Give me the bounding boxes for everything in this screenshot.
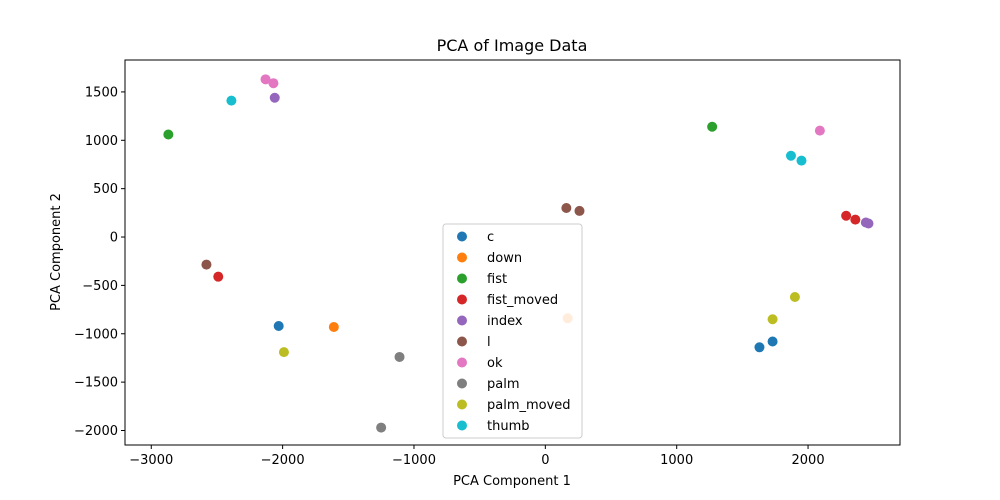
- legend-label-fist: fist: [487, 272, 507, 287]
- legend-label-ok: ok: [487, 356, 503, 371]
- y-tick-label: −1500: [74, 376, 118, 391]
- x-tick-label: 0: [541, 453, 549, 468]
- point-ok-3: [814, 125, 825, 136]
- point-palm-moved-1: [278, 347, 289, 358]
- legend-marker-index: [457, 315, 467, 326]
- point-palm-2: [376, 422, 387, 433]
- legend-label-l: l: [487, 335, 491, 350]
- x-tick-label: 2000: [792, 453, 825, 468]
- point-thumb-1: [226, 95, 237, 106]
- point-palm-moved-2: [767, 314, 778, 325]
- y-tick-label: −2000: [74, 424, 118, 439]
- legend-label-fist-moved: fist_moved: [487, 293, 558, 308]
- point-fist-2: [707, 121, 718, 132]
- legend-marker-l: [457, 336, 467, 347]
- y-tick-label: 1000: [85, 134, 118, 149]
- x-tick-label: −2000: [261, 453, 305, 468]
- point-palm-1: [394, 351, 405, 362]
- point-l-2: [561, 203, 572, 214]
- point-fist-moved-1: [213, 271, 224, 282]
- legend-marker-c: [457, 231, 467, 242]
- legend-label-down: down: [487, 251, 522, 266]
- y-tick-label: −1000: [74, 327, 118, 342]
- y-tick-label: 1500: [85, 85, 118, 100]
- y-tick-label: 500: [93, 182, 118, 197]
- legend-label-thumb: thumb: [487, 419, 530, 434]
- y-axis-label: PCA Component 2: [49, 193, 64, 311]
- legend-marker-palm-moved: [457, 399, 467, 410]
- legend-label-palm-moved: palm_moved: [487, 398, 571, 413]
- y-tick-label: −500: [82, 279, 118, 294]
- legend-marker-fist-moved: [457, 294, 467, 305]
- point-c-2: [754, 342, 765, 353]
- legend-marker-thumb: [457, 420, 467, 431]
- x-tick-label: −1000: [392, 453, 436, 468]
- point-ok-1: [260, 74, 271, 85]
- legend-label-c: c: [487, 230, 494, 245]
- chart-title: PCA of Image Data: [437, 36, 588, 55]
- point-index-3: [863, 218, 874, 229]
- legend-label-index: index: [487, 314, 523, 329]
- point-c-3: [767, 336, 778, 347]
- point-fist-moved-2: [841, 210, 852, 221]
- point-fist-1: [163, 129, 174, 140]
- point-down-1: [328, 321, 339, 332]
- legend-marker-down: [457, 252, 467, 263]
- y-tick-label: 0: [110, 231, 118, 246]
- point-fist-moved-3: [850, 214, 861, 225]
- legend-marker-fist: [457, 273, 467, 284]
- x-tick-label: 1000: [660, 453, 693, 468]
- point-palm-moved-3: [789, 291, 800, 302]
- point-thumb-2: [785, 150, 796, 161]
- legend-marker-palm: [457, 378, 467, 389]
- point-c-1: [273, 321, 284, 332]
- x-tick-label: −3000: [129, 453, 173, 468]
- y-axis-ticks: −2000 −1500 −1000 −500 0 500 1000 1500: [74, 85, 125, 439]
- x-axis-ticks: −3000 −2000 −1000 0 1000 2000: [129, 445, 825, 468]
- plot-points: [163, 74, 874, 433]
- x-axis-label: PCA Component 1: [453, 474, 571, 489]
- point-thumb-3: [796, 155, 807, 166]
- point-index-1: [269, 92, 280, 103]
- point-l-1: [201, 259, 212, 270]
- plot-frame: [124, 59, 901, 446]
- point-l-3: [574, 205, 585, 216]
- legend-box: [442, 223, 583, 439]
- point-ok-2: [268, 78, 279, 89]
- legend-label-palm: palm: [487, 377, 520, 392]
- legend-marker-ok: [457, 357, 467, 368]
